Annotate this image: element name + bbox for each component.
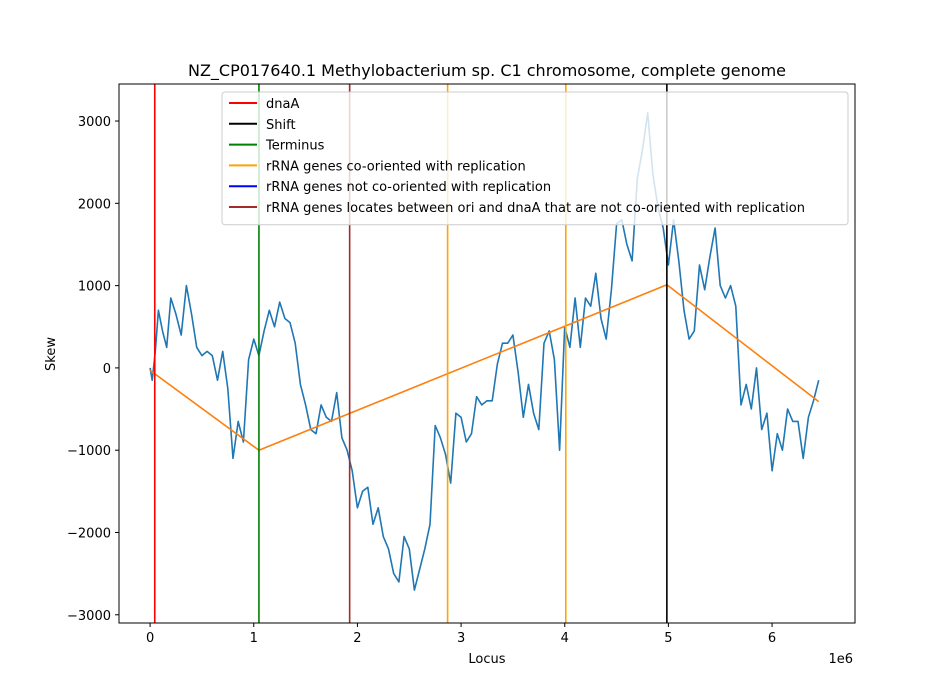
y-tick-label: 1000 [78, 280, 111, 295]
chart-title: NZ_CP017640.1 Methylobacterium sp. C1 ch… [188, 61, 786, 81]
plot-frame [118, 83, 856, 624]
x-tick-label: 2 [353, 631, 361, 646]
x-tick-label: 5 [664, 631, 672, 646]
legend-entry-label: Terminus [265, 139, 325, 154]
legend-entry-label: rRNA genes co-oriented with replication [266, 159, 526, 174]
x-tick-label: 1 [250, 631, 258, 646]
legend-entry-label: rRNA genes not co-oriented with replicat… [266, 180, 551, 195]
legend-box [221, 91, 849, 226]
legend-entry-label: dnaA [266, 97, 299, 112]
legend: dnaA Shift Terminus rRNA genes co-oriented … [221, 91, 849, 226]
y-tick-label: 2000 [78, 197, 111, 212]
y-tick-label: −3000 [67, 609, 111, 624]
y-tick-label: −2000 [67, 526, 111, 541]
legend-entry-label: Shift [266, 118, 296, 133]
x-axis-label: Locus [468, 652, 505, 667]
y-tick-label: 3000 [78, 115, 111, 130]
axis-ticks: 0 1 2 3 4 5 6 −3000 −2000 −1000 0 1000 2000 3000 [67, 115, 776, 646]
y-axis-label: Skew [44, 337, 59, 371]
legend-entry-label: rRNA genes locates between ori and dnaA … [266, 201, 805, 216]
x-axis-offset-text: 1e6 [828, 652, 853, 667]
series-line-1 [149, 284, 820, 451]
x-tick-label: 4 [561, 631, 569, 646]
x-tick-label: 6 [768, 631, 776, 646]
y-tick-label: −1000 [67, 444, 111, 459]
x-tick-label: 3 [457, 631, 465, 646]
y-tick-label: 0 [103, 362, 111, 377]
x-tick-label: 0 [146, 631, 154, 646]
series-line-0 [149, 112, 820, 591]
